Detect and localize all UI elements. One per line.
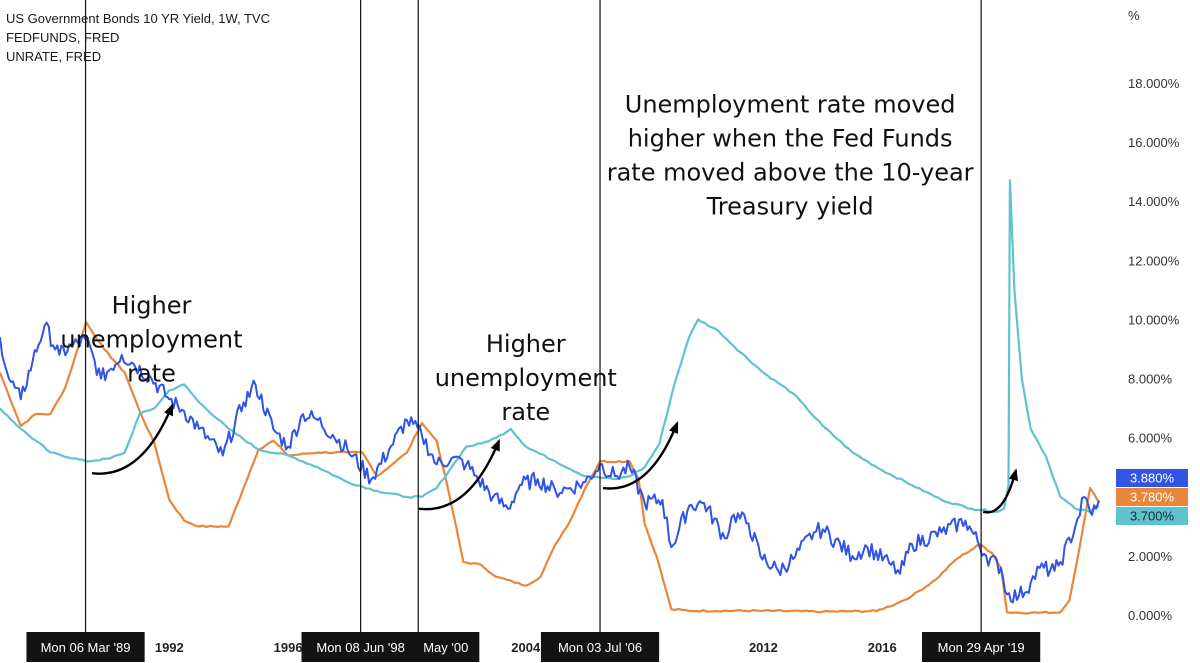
- annotation-arrowhead: [1008, 468, 1019, 482]
- y-tick-label: 18.000%: [1128, 76, 1180, 91]
- annotation-text-line: rate: [127, 360, 176, 388]
- annotation-arrowhead: [669, 421, 679, 434]
- y-tick-label: 6.000%: [1128, 431, 1173, 446]
- x-tick-label: 2016: [868, 640, 897, 655]
- marker-date-badge: [412, 632, 480, 662]
- annotation-arrowhead: [164, 403, 174, 417]
- series-line-unrate: [0, 179, 1100, 513]
- last-value-label: 3.780%: [1130, 490, 1175, 505]
- last-value-badge: [1116, 469, 1188, 487]
- annotation-text-line: higher when the Fed Funds: [628, 124, 953, 152]
- marker-date-badge: [26, 632, 145, 662]
- annotation-text-line: Treasury yield: [706, 192, 874, 220]
- annotation-arrowhead: [490, 438, 500, 452]
- annotation-arrow: [602, 422, 679, 490]
- last-value-badge: [1116, 488, 1188, 506]
- y-tick-label: 10.000%: [1128, 312, 1180, 327]
- y-tick-label: 8.000%: [1128, 372, 1173, 387]
- last-value-label: 3.880%: [1130, 471, 1175, 486]
- x-tick-label: 2012: [749, 640, 778, 655]
- annotation-text-line: unemployment: [60, 326, 242, 354]
- legend-item-10yr-yield: US Government Bonds 10 YR Yield, 1W, TVC: [6, 11, 270, 26]
- annotation-text-line: Unemployment rate moved: [625, 90, 956, 118]
- y-tick-label: 16.000%: [1128, 135, 1180, 150]
- annotation-text-line: Higher: [112, 292, 192, 320]
- annotation-text-line: unemployment: [435, 364, 617, 392]
- marker-date-label: Mon 08 Jun '98: [316, 640, 405, 655]
- legend-item-fedfunds: FEDFUNDS, FRED: [6, 30, 120, 45]
- annotation-text-line: rate: [501, 398, 550, 426]
- legend-item-unrate: UNRATE, FRED: [6, 49, 102, 64]
- annotation-arrow: [418, 440, 501, 511]
- last-value-label: 3.700%: [1130, 509, 1175, 524]
- y-tick-label: 12.000%: [1128, 253, 1180, 268]
- marker-date-badge: [301, 632, 420, 662]
- annotation-text-line: Higher: [486, 330, 566, 358]
- last-value-badge: [1116, 507, 1188, 525]
- marker-date-label: Mon 03 Jul '06: [558, 640, 642, 655]
- marker-date-badge: [922, 632, 1041, 662]
- x-tick-label: 2004: [511, 640, 541, 655]
- annotation-arrow: [91, 404, 174, 475]
- y-tick-label: 14.000%: [1128, 194, 1180, 209]
- y-axis-unit: %: [1128, 8, 1140, 23]
- chart-legend: US Government Bonds 10 YR Yield, 1W, TVC…: [6, 9, 270, 66]
- y-tick-label: 0.000%: [1128, 608, 1173, 623]
- series-line-fedfunds: [0, 321, 1101, 615]
- marker-date-label: Mon 06 Mar '89: [41, 640, 131, 655]
- x-tick-label: 1992: [155, 640, 184, 655]
- marker-date-label: May '00: [423, 640, 468, 655]
- y-tick-label: 2.000%: [1128, 549, 1173, 564]
- x-tick-label: 1996: [274, 640, 303, 655]
- marker-date-badge: [540, 632, 660, 662]
- annotation-text-line: rate moved above the 10-year: [607, 158, 974, 186]
- series-line-10yr-yield: [0, 321, 1101, 604]
- marker-date-label: Mon 29 Apr '19: [938, 640, 1025, 655]
